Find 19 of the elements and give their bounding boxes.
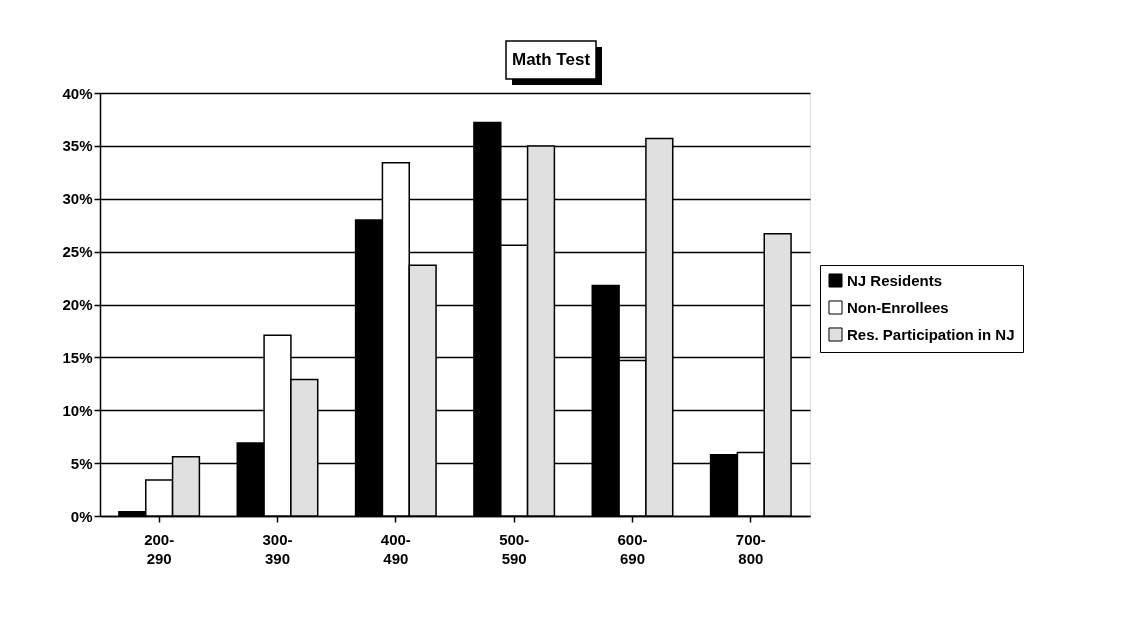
y-tick-label: 10% [62,401,93,419]
x-tick-label: 300-390 [262,530,293,567]
y-tick-label: 0% [70,507,93,525]
x-tick-label: 200-290 [144,530,175,567]
y-tick-label: 30% [62,190,93,208]
chart-title: Math Test [511,50,591,69]
y-tick-label: 25% [62,243,93,261]
y-tick-label: 40% [62,84,93,102]
x-tick-label: 600-690 [617,530,648,567]
y-tick-label: 35% [62,137,93,155]
y-tick-label: 15% [62,348,93,366]
y-tick-label: 20% [62,296,93,313]
x-tick-label: 500-590 [499,530,530,567]
y-tick-label: 5% [70,454,93,472]
legend-label: Non-Enrollees [847,298,949,316]
legend-label: NJ Residents [847,271,943,289]
x-tick-label: 700-800 [735,530,766,567]
x-tick-label: 400-490 [380,530,411,567]
legend-label: Res. Participation in NJ [847,325,1015,343]
